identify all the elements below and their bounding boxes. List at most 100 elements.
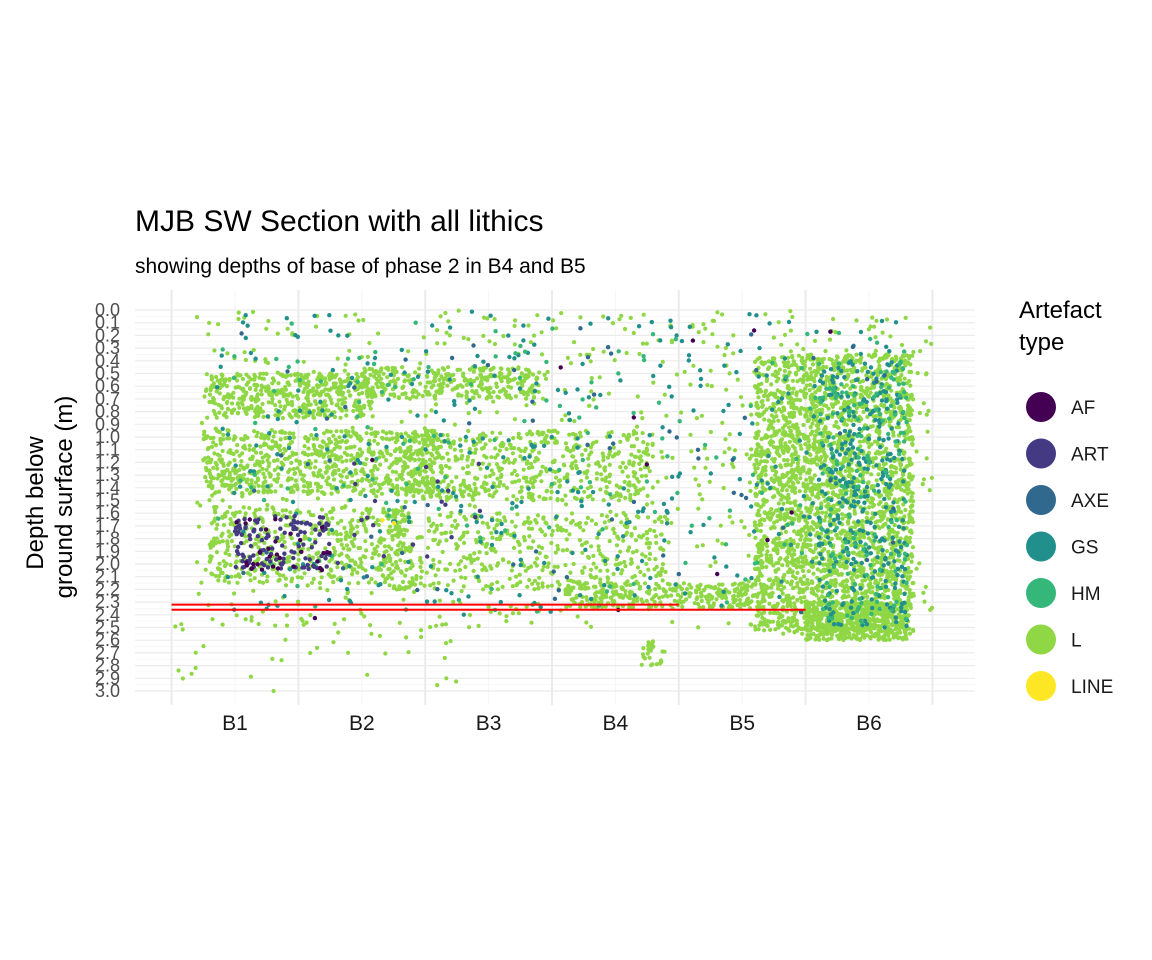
point-l — [495, 394, 500, 399]
point-l — [461, 478, 466, 483]
point-l — [450, 387, 455, 392]
point-l — [477, 433, 483, 438]
point-l — [218, 441, 223, 446]
point-l — [634, 436, 640, 441]
point-l — [641, 486, 646, 491]
point-l — [257, 460, 262, 465]
point-l — [219, 457, 224, 462]
point-l — [339, 429, 344, 434]
point-l — [352, 403, 357, 408]
point-l — [792, 529, 797, 534]
point-l — [254, 450, 259, 455]
point-l — [302, 444, 307, 449]
point-l — [266, 400, 271, 405]
point-l — [596, 548, 602, 553]
point-l — [759, 522, 764, 527]
point-l — [541, 496, 546, 502]
point-l — [541, 516, 546, 521]
point-l — [574, 496, 579, 501]
point-l — [255, 392, 260, 397]
point-l — [876, 472, 881, 477]
point-l — [511, 377, 516, 382]
point-l — [416, 488, 421, 493]
point-l — [326, 572, 331, 577]
point-l — [490, 494, 495, 499]
point-l — [601, 454, 606, 459]
point-l — [326, 387, 331, 392]
point-l — [638, 467, 643, 472]
point-l — [228, 562, 233, 568]
point-l — [844, 422, 849, 427]
point-l — [788, 582, 793, 587]
point-l — [225, 399, 230, 405]
point-l — [424, 570, 429, 575]
point-l — [395, 483, 400, 488]
point-l — [588, 445, 594, 450]
point-l — [308, 490, 313, 495]
point-l — [497, 448, 502, 453]
point-l — [426, 435, 431, 440]
point-l — [591, 553, 596, 559]
point-l — [446, 483, 451, 488]
point-l — [367, 366, 372, 372]
point-l — [229, 520, 234, 525]
point-l — [451, 485, 456, 490]
point-l — [466, 492, 471, 497]
point-l — [285, 380, 290, 385]
point-l — [259, 392, 264, 397]
point-l — [371, 491, 376, 496]
point-l — [857, 439, 863, 444]
point-l — [607, 472, 613, 477]
point-l — [255, 470, 260, 475]
point-l — [404, 492, 409, 497]
point-l — [639, 474, 645, 479]
point-l — [288, 391, 293, 396]
point-l — [607, 452, 612, 457]
point-l — [336, 467, 341, 473]
point-l — [737, 597, 743, 603]
point-l — [327, 437, 332, 442]
point-l — [319, 389, 324, 394]
point-l — [342, 400, 347, 405]
point-l — [764, 564, 769, 570]
point-l — [218, 436, 223, 441]
point-l — [528, 461, 534, 466]
point-l — [338, 415, 343, 420]
point-l — [646, 567, 651, 572]
point-l — [755, 421, 760, 426]
point-l — [350, 518, 355, 523]
point-l — [339, 560, 344, 565]
point-l — [403, 431, 408, 436]
point-l — [615, 592, 621, 597]
point-l — [337, 435, 342, 440]
point-l — [643, 473, 649, 478]
point-l — [229, 539, 234, 544]
point-l — [772, 494, 777, 499]
point-l — [471, 490, 476, 495]
point-l — [380, 482, 385, 487]
point-l — [555, 564, 560, 570]
point-l — [302, 484, 307, 489]
point-l — [272, 477, 277, 482]
point-l — [243, 434, 248, 439]
point-l — [762, 417, 767, 422]
point-l — [298, 372, 303, 377]
point-l — [537, 450, 542, 455]
point-l — [876, 572, 881, 577]
point-l — [478, 368, 483, 373]
point-l — [320, 475, 325, 480]
point-l — [772, 520, 777, 525]
point-l — [552, 458, 557, 463]
point-l — [375, 467, 380, 472]
point-l — [479, 484, 484, 489]
point-l — [464, 470, 469, 476]
point-l — [824, 365, 829, 370]
point-l — [806, 439, 811, 444]
point-l — [377, 373, 382, 378]
point-l — [480, 520, 485, 525]
point-l — [432, 529, 437, 534]
point-l — [315, 488, 320, 493]
point-l — [347, 484, 352, 489]
point-l — [536, 585, 541, 591]
point-l — [460, 466, 466, 471]
